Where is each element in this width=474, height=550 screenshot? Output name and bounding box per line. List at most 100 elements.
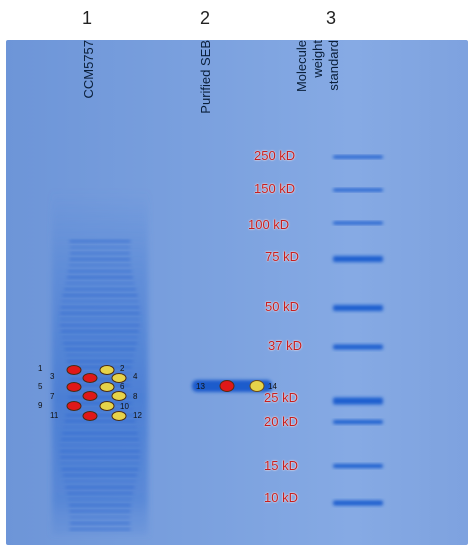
lane1-band	[70, 522, 130, 525]
ladder-band	[333, 188, 383, 192]
lane1-band	[64, 348, 136, 351]
spot-6	[99, 382, 115, 392]
spot-3	[82, 373, 98, 383]
marker-label-37: 37 kD	[268, 338, 302, 353]
lane1-band	[67, 408, 133, 411]
spot-number-13: 13	[196, 382, 205, 391]
lane1-spots	[66, 365, 127, 421]
lane1-band	[69, 396, 131, 399]
lane1-band	[60, 462, 140, 465]
spot-number-3: 3	[50, 372, 55, 381]
lane1-band	[69, 504, 131, 507]
lane1-band	[68, 366, 132, 369]
lane1-band	[60, 450, 140, 453]
lane1-band	[61, 438, 139, 441]
spot-7	[82, 391, 98, 401]
ladder-band	[333, 464, 383, 468]
spot-number-11: 11	[50, 411, 59, 420]
lane1-band	[63, 342, 137, 345]
spot-number-12: 12	[133, 411, 142, 420]
spot-number-7: 7	[50, 392, 55, 401]
lane1-band	[60, 324, 140, 327]
spot-number-9: 9	[38, 401, 43, 410]
marker-label-25: 25 kD	[264, 390, 298, 405]
spot-14	[249, 380, 265, 392]
spot-number-4: 4	[133, 372, 138, 381]
spot-number-1: 1	[38, 364, 43, 373]
ladder-band	[333, 221, 383, 225]
lane1-band	[65, 486, 135, 489]
gel-image: CCM5757 Purified SEB Molecule weight sta…	[6, 40, 468, 545]
ladder-band	[333, 397, 383, 405]
lane1-band	[69, 258, 131, 261]
lane3-label-line2: weight	[310, 40, 325, 78]
spot-number-5: 5	[38, 382, 43, 391]
lane1-band	[61, 468, 139, 471]
lane1-band	[68, 402, 132, 405]
lane1-band	[64, 288, 136, 291]
lane1-band	[67, 492, 133, 495]
ladder-band	[333, 256, 383, 262]
lane-number-2: 2	[200, 8, 211, 28]
spot-9	[66, 401, 82, 411]
spot-10	[99, 401, 115, 411]
lane1-band	[61, 330, 139, 333]
lane-number-3: 3	[326, 8, 337, 28]
lane1-band	[66, 354, 134, 357]
lane1-band	[70, 516, 130, 519]
lane1-band	[69, 240, 131, 243]
lane3-label-line3: standard	[326, 40, 341, 91]
lane-number-1: 1	[82, 8, 93, 28]
lane1-band	[69, 510, 131, 513]
lane1-band	[69, 528, 131, 531]
ladder-band	[333, 155, 383, 159]
spot-number-6: 6	[120, 382, 125, 391]
lane1-band	[63, 474, 137, 477]
lane1-band	[70, 378, 130, 381]
gel-bands	[52, 155, 383, 535]
lane1-band	[67, 360, 133, 363]
marker-label-10: 10 kD	[264, 490, 298, 505]
lane1-band	[69, 372, 131, 375]
lane1-band	[65, 414, 135, 417]
lane1-band	[62, 336, 138, 339]
lane1-band	[68, 270, 132, 273]
lane1-band	[60, 456, 140, 459]
marker-label-15: 15 kD	[264, 458, 298, 473]
ladder-band	[333, 500, 383, 506]
marker-label-150: 150 kD	[254, 181, 296, 196]
lane1-band	[62, 432, 138, 435]
marker-label-250: 250 kD	[254, 148, 296, 163]
spot-number-14: 14	[268, 382, 277, 391]
ladder-band	[333, 305, 383, 311]
lane1-band	[62, 294, 138, 297]
lane1-band	[69, 264, 131, 267]
marker-label-100: 100 kD	[248, 217, 290, 232]
ladder-band	[333, 344, 383, 350]
lane1-band	[60, 444, 140, 447]
lane1-band	[65, 282, 135, 285]
lane1-band	[60, 306, 140, 309]
lane1-band	[70, 252, 130, 255]
lane1-band	[64, 480, 136, 483]
lane1-band	[70, 390, 130, 393]
lane1-label: CCM5757	[81, 40, 96, 99]
lane1-band	[68, 498, 132, 501]
ladder-band	[333, 420, 383, 424]
spot-number-10: 10	[120, 402, 129, 411]
spot-2	[99, 365, 115, 375]
marker-label-75: 75 kD	[265, 249, 299, 264]
spot-12	[111, 411, 127, 421]
spot-number-8: 8	[133, 392, 138, 401]
spot-number-2: 2	[120, 364, 125, 373]
lane1-band	[60, 318, 140, 321]
spot-5	[66, 382, 82, 392]
lane1-band	[64, 420, 136, 423]
marker-label-20: 20 kD	[264, 414, 298, 429]
lane1-band	[61, 300, 139, 303]
spot-13	[219, 380, 235, 392]
lane2-label: Purified SEB	[198, 40, 213, 114]
spot-1	[66, 365, 82, 375]
lane1-band	[63, 426, 137, 429]
